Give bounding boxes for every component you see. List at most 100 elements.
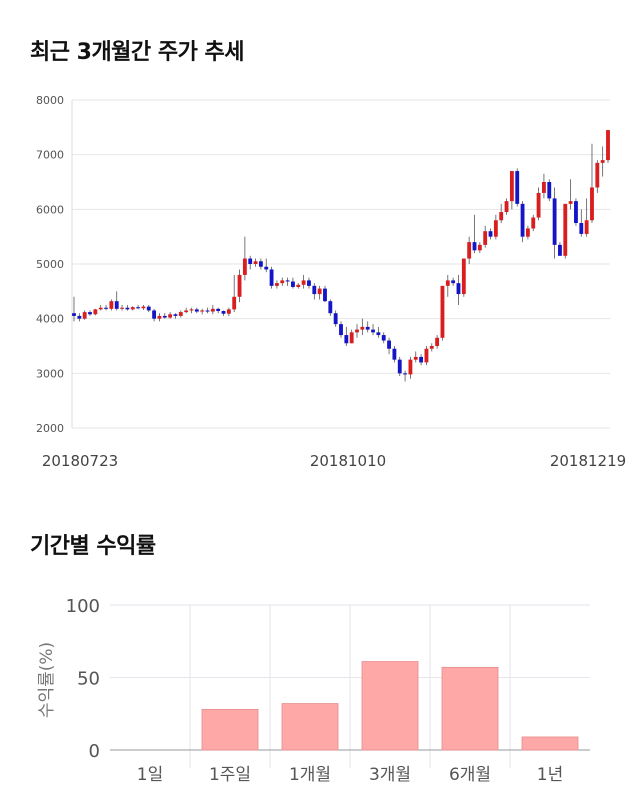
candle-body xyxy=(488,231,493,237)
candle-body xyxy=(232,296,237,310)
candle-body xyxy=(333,313,338,325)
candle-body xyxy=(590,187,594,221)
candle-body xyxy=(312,285,317,295)
candle-body xyxy=(440,285,445,338)
candle-100 xyxy=(606,130,610,163)
candle-body xyxy=(226,309,231,314)
candle-12 xyxy=(136,305,141,310)
candle-1 xyxy=(77,313,82,322)
candle-body xyxy=(291,281,295,287)
candle-48 xyxy=(328,299,333,316)
candle-0 xyxy=(72,296,76,322)
candle-14 xyxy=(146,305,151,313)
candle-5 xyxy=(98,305,103,311)
candle-89 xyxy=(547,179,552,202)
bar-grid xyxy=(110,604,590,768)
candle-body xyxy=(360,326,365,330)
candle-body xyxy=(280,280,285,284)
candlestick-x-labels: 20180723 20181010 20181219 xyxy=(42,452,626,470)
candle-15 xyxy=(152,308,157,322)
candle-body xyxy=(130,307,135,310)
candle-88 xyxy=(541,173,546,199)
candle-64 xyxy=(413,351,418,363)
candle-54 xyxy=(360,318,365,336)
candle-body xyxy=(258,261,263,267)
candle-body xyxy=(541,182,546,193)
candle-body xyxy=(146,306,151,311)
candle-body xyxy=(365,326,370,330)
candle-34 xyxy=(253,258,258,267)
candle-body xyxy=(237,274,242,297)
candle-body xyxy=(210,308,215,312)
candle-92 xyxy=(563,203,568,259)
candle-81 xyxy=(504,198,509,215)
candle-body xyxy=(467,242,472,259)
candle-35 xyxy=(258,258,263,270)
bar-category-5: 1년 xyxy=(537,765,563,785)
candle-body xyxy=(168,314,173,318)
candlestick-y-ticks: 2000 3000 4000 5000 6000 7000 8000 xyxy=(36,94,64,435)
candle-body xyxy=(285,280,290,282)
bar-y-tick-1: 50 xyxy=(77,669,100,690)
candle-body xyxy=(184,310,189,313)
candle-16 xyxy=(157,313,162,322)
candle-32 xyxy=(242,236,247,281)
candle-51 xyxy=(344,326,349,346)
candle-52 xyxy=(349,329,354,344)
candle-73 xyxy=(461,258,466,297)
candle-body xyxy=(531,217,536,229)
candle-body xyxy=(125,307,130,310)
candle-75 xyxy=(472,214,477,254)
candle-body xyxy=(221,311,226,314)
candle-body xyxy=(606,130,610,161)
candle-body xyxy=(194,309,199,312)
candle-x-label-0: 20180723 xyxy=(42,452,118,470)
candle-body xyxy=(178,312,183,316)
candle-29 xyxy=(226,307,231,316)
candle-body xyxy=(547,182,552,199)
period-returns-title: 기간별 수익률 xyxy=(30,534,156,559)
candlestick-grid xyxy=(71,99,610,429)
candle-62 xyxy=(403,370,408,382)
candle-44 xyxy=(307,277,311,289)
candle-body xyxy=(568,201,573,204)
candle-47 xyxy=(323,285,327,303)
candle-7 xyxy=(109,299,114,311)
candle-body xyxy=(77,315,82,319)
candle-y-tick-5: 7000 xyxy=(36,149,64,162)
candle-95 xyxy=(579,209,584,237)
candle-body xyxy=(301,280,306,285)
candle-42 xyxy=(296,283,301,289)
bar-y-tick-0: 0 xyxy=(89,741,100,762)
candle-body xyxy=(552,198,557,245)
candle-body xyxy=(429,346,434,349)
candle-body xyxy=(88,312,92,315)
candle-72 xyxy=(456,274,461,305)
candle-66 xyxy=(424,346,429,366)
candle-45 xyxy=(312,283,317,300)
candle-82 xyxy=(509,171,514,210)
candle-body xyxy=(274,283,279,286)
candle-body xyxy=(371,329,375,333)
candle-58 xyxy=(381,332,386,344)
candle-31 xyxy=(237,269,242,303)
candle-body xyxy=(397,359,402,374)
candle-84 xyxy=(520,201,525,243)
bar-1 xyxy=(201,709,259,751)
bar-y-axis-label: 수익률(%) xyxy=(37,642,57,718)
bar-category-2: 1개월 xyxy=(289,765,331,785)
candle-body xyxy=(574,201,578,223)
candle-98 xyxy=(595,160,600,193)
candle-80 xyxy=(499,203,504,223)
candle-body xyxy=(307,280,311,286)
candle-body xyxy=(472,242,477,251)
candle-body xyxy=(72,313,76,316)
candle-50 xyxy=(339,321,343,338)
bar-category-3: 3개월 xyxy=(369,765,411,785)
candle-body xyxy=(451,280,456,284)
bar-category-labels: 1일 1주일 1개월 3개월 6개월 1년 xyxy=(137,765,563,785)
candle-body xyxy=(461,258,466,295)
candle-11 xyxy=(130,306,135,311)
candle-41 xyxy=(291,277,295,289)
candle-28 xyxy=(221,310,226,316)
